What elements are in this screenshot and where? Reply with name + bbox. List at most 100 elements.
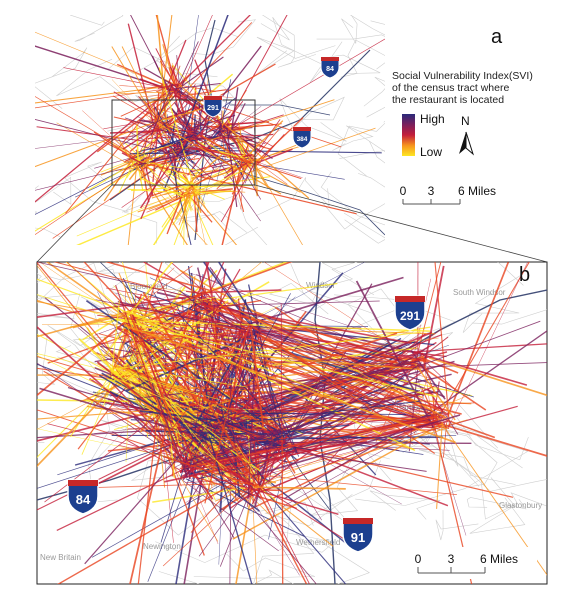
town-border <box>74 15 124 42</box>
network-line <box>177 82 310 199</box>
network-line <box>276 446 322 521</box>
network-line <box>138 154 182 166</box>
network-line <box>185 290 210 296</box>
network-line <box>180 109 219 124</box>
network-line <box>112 331 421 370</box>
network-line <box>200 309 203 323</box>
network-line <box>196 324 253 435</box>
network-line <box>174 357 412 468</box>
shield-number: 91 <box>351 530 365 545</box>
network-line <box>181 15 213 86</box>
network-line <box>127 158 138 245</box>
network-line <box>35 145 170 215</box>
network-line <box>145 162 202 172</box>
panel-b-detail-map: Bloomfield Windsor South Windsor West Ha… <box>37 262 547 584</box>
scale-tick-3: 3 <box>448 552 455 566</box>
network-line <box>202 262 257 334</box>
panel-b-network-lines <box>37 262 547 584</box>
network-line <box>120 370 218 400</box>
network-line <box>39 262 122 318</box>
network-line <box>197 298 250 338</box>
network-line <box>151 187 184 199</box>
network-line <box>84 427 205 565</box>
network-line <box>250 143 300 164</box>
network-line <box>158 123 282 195</box>
network-line <box>111 46 162 129</box>
town-label: West Hartford <box>92 398 141 407</box>
network-line <box>37 432 211 489</box>
network-line <box>35 163 141 236</box>
network-line <box>37 409 160 420</box>
town-border <box>171 211 247 233</box>
network-line <box>37 294 200 319</box>
network-line <box>158 67 197 195</box>
network-line <box>194 305 215 432</box>
network-line <box>176 55 180 85</box>
network-line <box>37 320 127 397</box>
network-line <box>156 15 168 124</box>
network-line <box>235 443 258 477</box>
network-line <box>417 336 449 361</box>
network-line <box>230 87 239 134</box>
network-line <box>189 341 247 467</box>
network-line <box>194 331 250 427</box>
network-line <box>218 128 262 200</box>
network-line <box>226 127 238 208</box>
network-line <box>95 295 205 336</box>
network-line <box>214 414 246 428</box>
zoom-connector-left <box>36 184 113 263</box>
town-border <box>350 402 499 449</box>
network-line <box>157 83 179 89</box>
network-line <box>121 372 197 396</box>
panel-a-label: a <box>491 26 503 48</box>
network-line <box>240 276 404 328</box>
network-line <box>83 262 139 322</box>
network-line <box>178 110 222 136</box>
town-label: Wethersfield <box>296 538 340 547</box>
network-line <box>165 125 183 143</box>
scale-tick-6: 6 Miles <box>480 552 518 566</box>
network-line <box>121 46 197 197</box>
network-line <box>35 117 167 168</box>
network-line <box>110 376 182 407</box>
network-line <box>430 330 547 414</box>
network-line <box>125 328 462 415</box>
network-line <box>231 38 385 130</box>
network-line <box>149 399 194 408</box>
network-line <box>348 356 422 405</box>
network-line <box>204 324 250 504</box>
network-line <box>227 400 420 426</box>
town-border <box>309 54 381 83</box>
network-line <box>137 404 160 584</box>
network-line <box>93 131 137 161</box>
network-line <box>281 418 443 465</box>
shield-number: 291 <box>207 105 219 112</box>
network-line <box>226 424 272 442</box>
network-line <box>137 162 144 192</box>
network-line <box>123 324 456 444</box>
town-border <box>466 497 527 510</box>
network-line <box>65 262 125 314</box>
network-line <box>190 445 277 467</box>
network-line <box>35 96 139 158</box>
network-line <box>162 44 175 85</box>
network-line <box>123 154 137 163</box>
town-label: Glastonbury <box>499 501 542 510</box>
network-line <box>191 141 216 172</box>
network-line <box>174 83 221 90</box>
network-line <box>212 298 436 454</box>
network-line <box>205 262 214 302</box>
legend-title-line: of the census tract where <box>392 82 510 94</box>
network-line <box>135 326 273 362</box>
network-line <box>158 15 173 122</box>
network-line <box>35 118 173 155</box>
shield-number: 84 <box>326 66 334 73</box>
panel-a-shield-384: 384 <box>292 126 312 149</box>
network-line <box>212 300 380 307</box>
network-line <box>179 414 443 470</box>
network-line <box>220 160 257 223</box>
network-line <box>95 299 421 365</box>
network-line <box>174 192 192 220</box>
town-border <box>95 262 150 308</box>
town-border <box>429 442 547 492</box>
